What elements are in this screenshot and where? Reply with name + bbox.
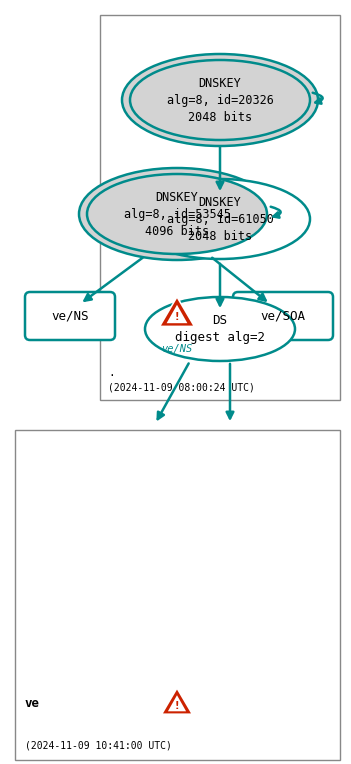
Text: (2024-11-09 10:41:00 UTC): (2024-11-09 10:41:00 UTC) (25, 740, 172, 750)
Text: DNSKEY
alg=8, id=20326
2048 bits: DNSKEY alg=8, id=20326 2048 bits (167, 76, 273, 124)
Ellipse shape (145, 297, 295, 361)
Ellipse shape (87, 174, 267, 254)
FancyBboxPatch shape (15, 430, 340, 760)
Polygon shape (158, 295, 196, 328)
Ellipse shape (122, 54, 318, 146)
Text: ve: ve (25, 697, 40, 710)
Ellipse shape (130, 179, 310, 259)
Text: .: . (108, 368, 115, 378)
Polygon shape (161, 299, 193, 325)
Polygon shape (163, 690, 191, 714)
Ellipse shape (79, 168, 275, 260)
Text: (2024-11-09 08:00:24 UTC): (2024-11-09 08:00:24 UTC) (108, 382, 255, 392)
Text: DS
digest alg=2: DS digest alg=2 (175, 314, 265, 344)
Text: DNSKEY
alg=8, id=53545
4096 bits: DNSKEY alg=8, id=53545 4096 bits (124, 190, 231, 238)
Polygon shape (167, 305, 187, 323)
Text: !: ! (175, 701, 179, 711)
Text: ve/NS: ve/NS (161, 344, 193, 354)
Ellipse shape (130, 60, 310, 140)
Polygon shape (160, 687, 193, 716)
FancyBboxPatch shape (25, 292, 115, 340)
Text: ve/SOA: ve/SOA (260, 309, 305, 322)
Text: ve/NS: ve/NS (51, 309, 89, 322)
Text: DNSKEY
alg=8, id=61050
2048 bits: DNSKEY alg=8, id=61050 2048 bits (167, 196, 273, 242)
Polygon shape (168, 695, 186, 711)
FancyBboxPatch shape (100, 15, 340, 400)
FancyBboxPatch shape (233, 292, 333, 340)
Text: !: ! (175, 312, 179, 322)
